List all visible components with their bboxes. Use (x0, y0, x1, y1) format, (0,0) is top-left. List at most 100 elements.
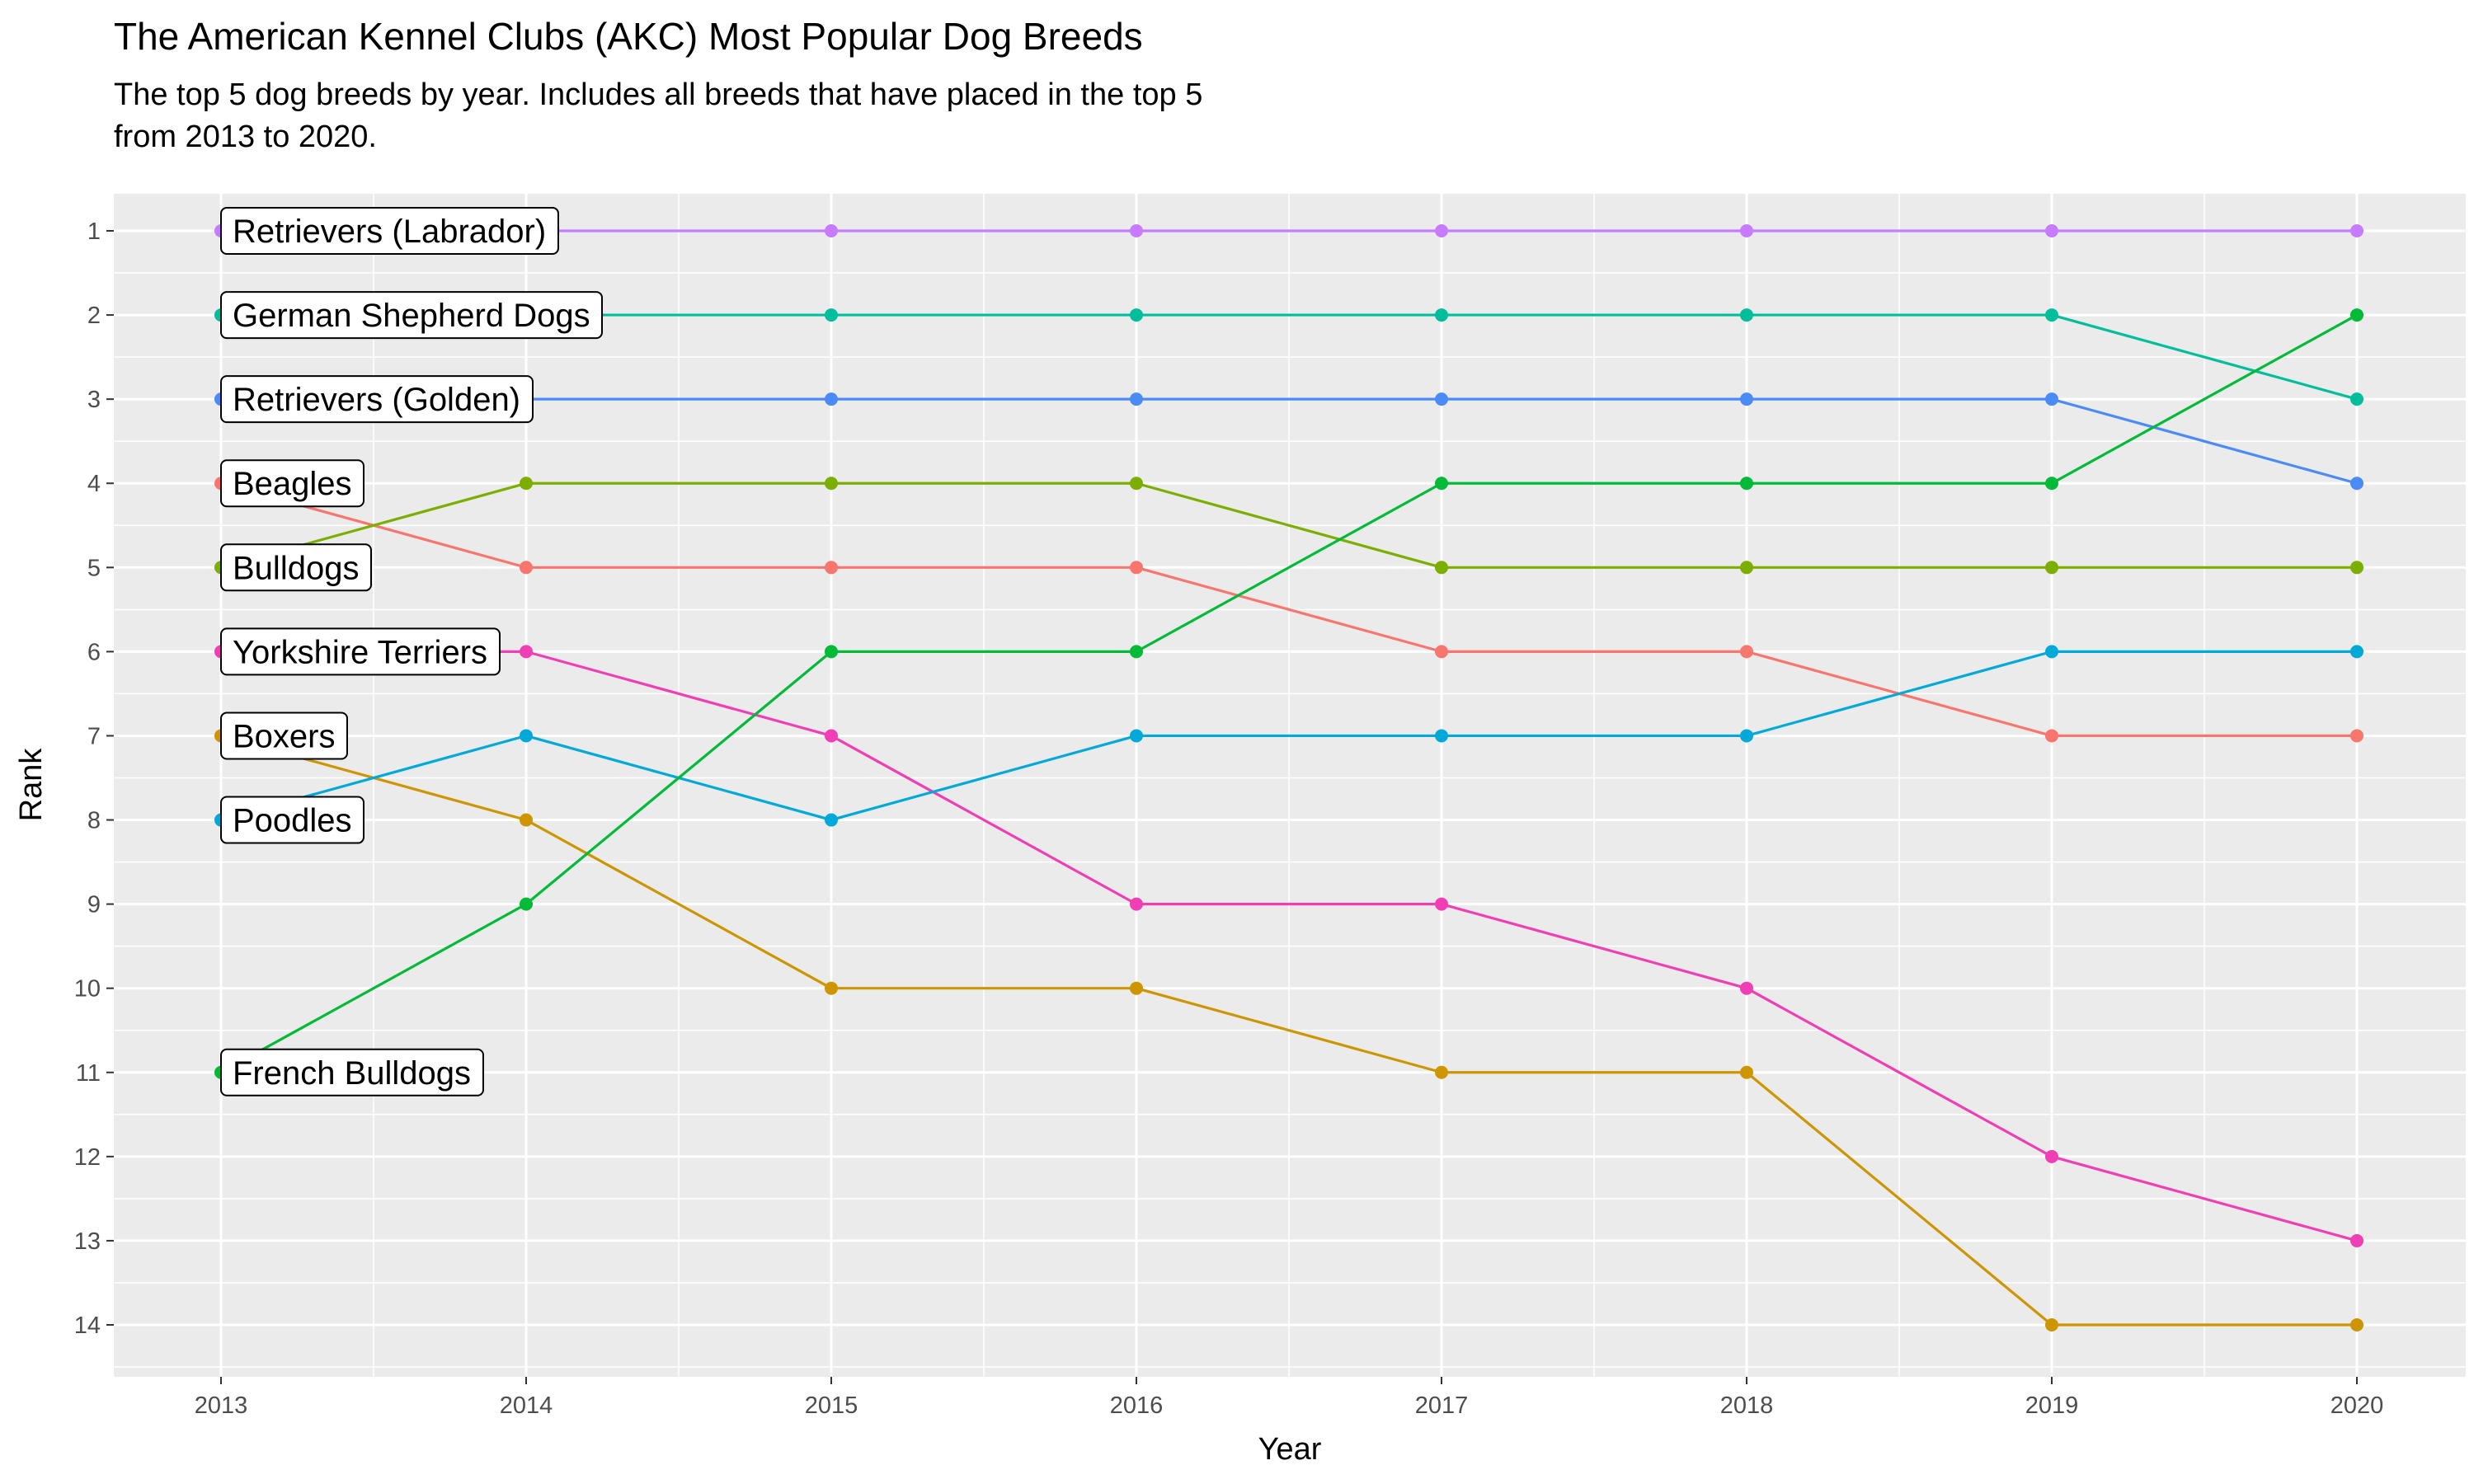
x-axis-ticks: 2013 2014 2015 2016 2017 2018 2019 2020 (195, 1377, 2384, 1419)
series-label: Bulldogs (233, 550, 359, 586)
series-point (520, 813, 533, 827)
series-point (1435, 897, 1448, 911)
y-tick-label: 1 (87, 218, 101, 245)
series-point (1435, 224, 1448, 237)
series-labels: Retrievers (Labrador) German Shepherd Dog… (220, 207, 603, 1097)
series-point (1130, 981, 1143, 995)
series-label-box (220, 291, 603, 340)
series-point (2045, 561, 2058, 575)
series-point (1740, 392, 1753, 406)
series-point (825, 729, 838, 743)
x-tick-label: 2017 (1415, 1392, 1469, 1419)
chart-subtitle-line-1: The top 5 dog breeds by year. Includes a… (114, 77, 1202, 112)
series-point (1130, 729, 1143, 743)
y-tick-label: 9 (87, 892, 101, 918)
series-label: Poodles (233, 803, 352, 839)
series-point (2045, 477, 2058, 491)
series-point (1435, 561, 1448, 575)
series-point (520, 645, 533, 659)
series-point (1740, 729, 1753, 743)
series-point (825, 477, 838, 491)
series-point (1130, 308, 1143, 322)
x-tick-label: 2020 (2331, 1392, 2384, 1419)
series-point (1435, 1065, 1448, 1079)
series-point (1740, 477, 1753, 491)
series-label: German Shepherd Dogs (233, 298, 590, 334)
series-point (825, 308, 838, 322)
series-label-box (220, 1048, 484, 1097)
series-point (1435, 729, 1448, 743)
series-point (520, 897, 533, 911)
series-line (221, 650, 2358, 1242)
series-label: French Bulldogs (233, 1055, 471, 1092)
series-point (2350, 1233, 2363, 1247)
y-tick-label: 11 (76, 1060, 101, 1087)
series-label-box (220, 207, 559, 255)
y-tick-label: 7 (87, 723, 101, 749)
y-tick-label: 10 (74, 976, 101, 1003)
y-axis-title: Rank (14, 748, 49, 822)
x-tick-label: 2013 (195, 1392, 248, 1419)
series-point (1130, 224, 1143, 237)
series-point (825, 224, 838, 237)
series-label: Beagles (233, 466, 352, 502)
series-point (2045, 392, 2058, 406)
series-point (1130, 477, 1143, 491)
y-tick-label: 2 (87, 303, 101, 329)
series-point (825, 813, 838, 827)
series-point (1130, 392, 1143, 406)
series-point (825, 645, 838, 659)
x-tick-label: 2015 (805, 1392, 858, 1419)
grid-lines (114, 194, 2466, 1377)
series-point (520, 561, 533, 575)
series-label-box (220, 627, 501, 676)
series-label: Yorkshire Terriers (233, 634, 487, 670)
series-label-box (220, 796, 365, 844)
series-point (2350, 224, 2363, 237)
series-point (2350, 1318, 2363, 1331)
plot-panel (114, 194, 2466, 1377)
series-point (2045, 645, 2058, 659)
x-tick-label: 2018 (1720, 1392, 1774, 1419)
series-label-box (220, 543, 372, 592)
y-tick-label: 8 (87, 808, 101, 834)
series-point (1130, 897, 1143, 911)
series-point (1740, 308, 1753, 322)
series-point (1740, 561, 1753, 575)
series-point (1740, 224, 1753, 237)
series-line (220, 481, 2357, 738)
series-point (1740, 1065, 1753, 1079)
y-tick-label: 4 (87, 471, 101, 497)
chart-subtitle-line-2: from 2013 to 2020. (114, 120, 377, 154)
series-label: Retrievers (Labrador) (233, 214, 546, 250)
series-point (2350, 477, 2363, 491)
series-point (2350, 729, 2363, 743)
series-point (1435, 645, 1448, 659)
series-point (2350, 561, 2363, 575)
chart-title: The American Kennel Clubs (AKC) Most Pop… (114, 15, 1143, 58)
series-point (2045, 1149, 2058, 1163)
y-tick-label: 3 (87, 387, 101, 413)
series-point (2045, 308, 2058, 322)
y-tick-label: 6 (87, 639, 101, 665)
series-label-box (220, 459, 365, 508)
series-point (2045, 1318, 2058, 1331)
series-point (1130, 561, 1143, 575)
y-tick-label: 12 (74, 1144, 101, 1171)
series-point (520, 477, 533, 491)
series-label: Retrievers (Golden) (233, 382, 520, 418)
series-point (2350, 392, 2363, 406)
series-point (825, 561, 838, 575)
series-line (221, 397, 2358, 485)
series-label-box (220, 711, 348, 760)
series-point (1435, 477, 1448, 491)
series-line (220, 313, 2358, 1074)
x-tick-label: 2014 (500, 1392, 553, 1419)
series-label-box (220, 375, 534, 424)
series-point (1740, 645, 1753, 659)
series-point (2045, 224, 2058, 237)
series-point (2045, 729, 2058, 743)
series-label: Boxers (233, 718, 336, 754)
